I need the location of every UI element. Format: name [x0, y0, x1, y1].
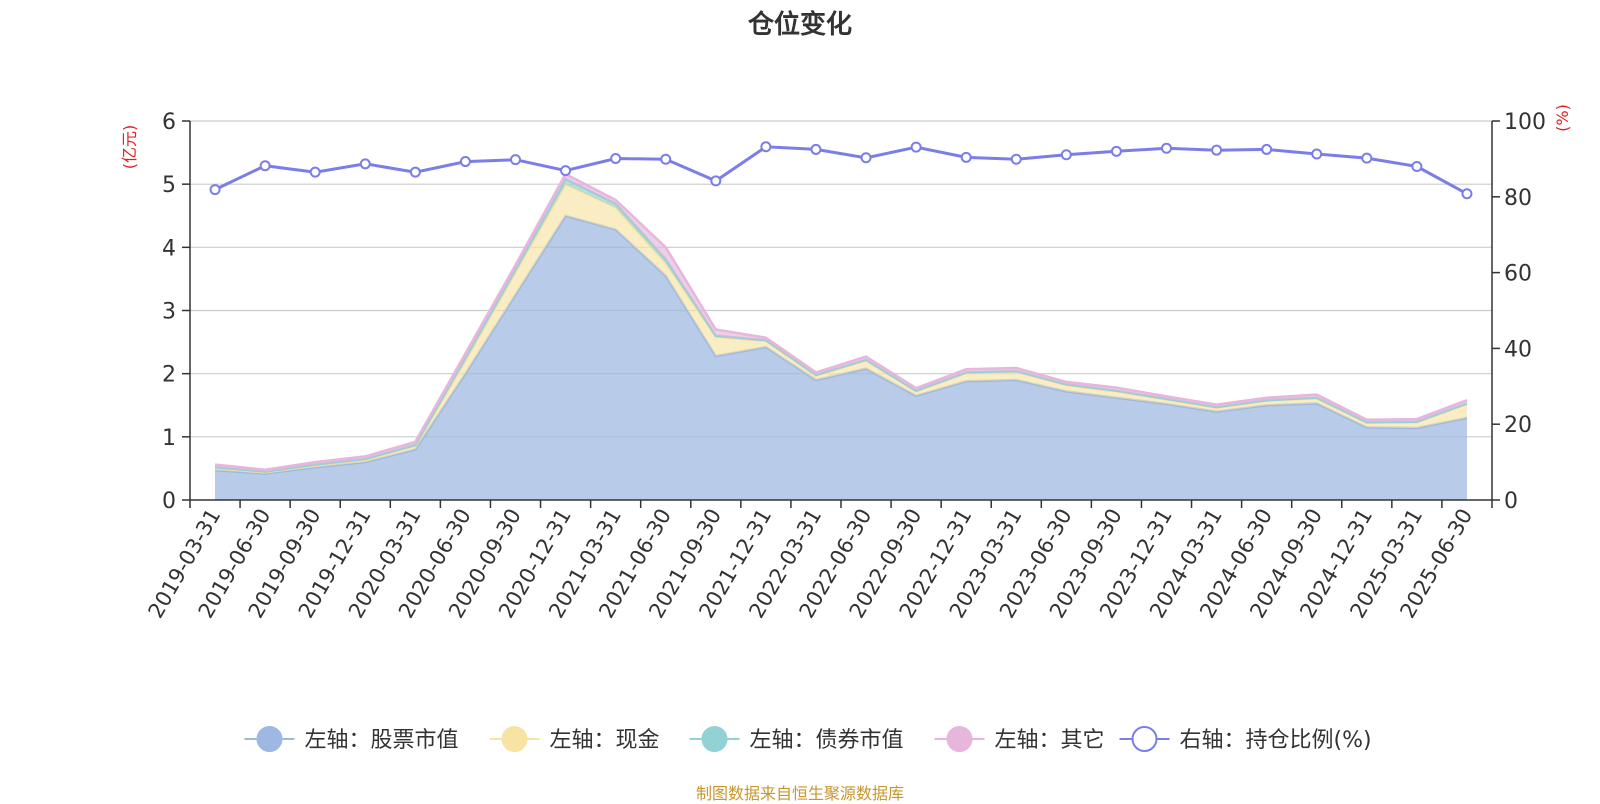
y-left-tick-label: 0: [162, 489, 176, 514]
legend-marker-1: [256, 726, 283, 752]
ratio-point: [1060, 149, 1072, 161]
legend-label-3: 左轴：债券市值: [750, 728, 904, 753]
y-right-unit-label: (%): [1553, 104, 1572, 132]
ratio-point: [1311, 148, 1323, 160]
y-right-tick-label: 20: [1504, 413, 1532, 438]
ratio-point: [409, 166, 421, 178]
ratio-point: [359, 158, 371, 170]
ratio-point: [610, 153, 622, 165]
ratio-point: [1211, 144, 1223, 156]
area-series-4-line: [214, 172, 1468, 471]
y-left-tick-label: 6: [162, 110, 176, 135]
legend-marker-3: [701, 726, 728, 752]
ratio-point: [1261, 143, 1273, 155]
ratio-point: [660, 153, 672, 165]
source-note: 制图数据来自恒生聚源数据库: [695, 784, 904, 803]
legend-label-5: 右轴：持仓比例(%): [1180, 728, 1372, 753]
ratio-point: [459, 156, 471, 168]
ratio-point: [259, 160, 271, 172]
ratio-point: [1110, 145, 1122, 157]
y-left-unit-label: (亿元): [120, 125, 139, 170]
y-left-tick-label: 1: [162, 426, 176, 451]
ratio-point: [860, 152, 872, 164]
ratio-point: [760, 141, 772, 153]
ratio-point: [1361, 152, 1373, 164]
y-left-tick-label: 5: [162, 173, 176, 198]
ratio-point: [710, 175, 722, 187]
ratio-point: [960, 151, 972, 163]
ratio-point: [810, 143, 822, 155]
area-series-2: [215, 184, 1467, 474]
legend-marker-2: [501, 726, 528, 752]
y-right-tick-label: 40: [1504, 337, 1532, 362]
ratio-point: [1010, 153, 1022, 165]
legend-label-4: 左轴：其它: [995, 728, 1105, 753]
legend-label-1: 左轴：股票市值: [305, 728, 459, 753]
y-left-tick-label: 3: [162, 300, 176, 325]
y-right-tick-label: 0: [1504, 489, 1518, 514]
y-right-tick-label: 60: [1504, 262, 1532, 287]
ratio-point: [209, 184, 221, 196]
ratio-line: [214, 145, 1468, 196]
area-series-1: [215, 215, 1467, 501]
ratio-point: [910, 141, 922, 153]
ratio-point: [560, 165, 572, 177]
y-left-tick-label: 4: [162, 236, 176, 261]
y-left-tick-label: 2: [162, 363, 176, 388]
ratio-point: [1411, 160, 1423, 172]
ratio-point: [309, 166, 321, 178]
y-right-tick-label: 80: [1504, 186, 1532, 211]
legend-label-2: 左轴：现金: [550, 728, 660, 753]
legend-marker-4: [946, 726, 973, 752]
ratio-point: [1161, 142, 1172, 154]
ratio-point: [510, 154, 521, 166]
legend-marker-5: [1131, 726, 1158, 752]
ratio-point: [1461, 188, 1473, 200]
y-right-tick-label: 100: [1504, 110, 1546, 135]
chart-title: 仓位变化: [747, 10, 852, 40]
